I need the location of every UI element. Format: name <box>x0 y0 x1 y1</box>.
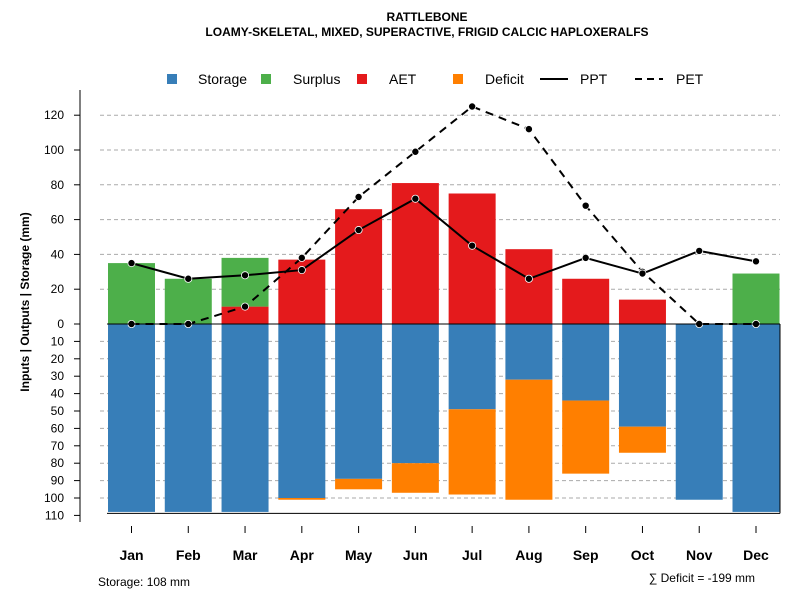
y-tick-label: 40 <box>51 247 65 261</box>
y-tick-label: 110 <box>45 508 64 522</box>
storage-note: Storage: 108 mm <box>98 575 190 589</box>
y-tick-label: 20 <box>51 352 65 366</box>
x-tick-label: Jul <box>462 547 482 563</box>
y-tick-label: 80 <box>51 178 65 192</box>
aet-bar <box>448 193 496 324</box>
legend-swatch-aet <box>357 74 367 84</box>
storage-bar <box>221 324 269 512</box>
legend-label-deficit: Deficit <box>485 71 524 87</box>
x-tick-label: Oct <box>631 547 655 563</box>
deficit-bar <box>335 478 383 490</box>
y-axis-label: Inputs | Outputs | Storage (mm) <box>18 212 32 391</box>
x-tick-label: May <box>345 547 372 563</box>
pet-point <box>524 125 533 134</box>
legend: Storage Surplus AET Deficit PPT PET <box>167 71 704 87</box>
axes: 120 100 80 60 40 20 0 10 20 30 40 50 60 70 80 90 100 110 J… <box>44 90 781 563</box>
storage-bar <box>505 324 553 380</box>
surplus-bar <box>164 278 212 324</box>
gridlines <box>100 114 780 499</box>
legend-swatch-deficit <box>453 74 463 84</box>
storage-bar <box>391 324 439 464</box>
y-tick-label: 0 <box>57 317 64 331</box>
deficit-bar <box>618 426 666 453</box>
legend-swatch-surplus <box>261 74 271 84</box>
ppt-point <box>468 241 477 250</box>
deficit-note: ∑ Deficit = -199 mm <box>649 571 755 585</box>
pet-line <box>131 105 756 325</box>
deficit-bar <box>448 409 496 495</box>
ppt-point <box>524 274 533 283</box>
x-tick-label: Feb <box>176 547 201 563</box>
ppt-point <box>581 253 590 262</box>
aet-bar <box>505 249 553 324</box>
storage-bar <box>164 324 212 512</box>
deficit-bar <box>391 463 439 493</box>
y-tick-label: 100 <box>44 143 64 157</box>
x-tick-label: Jan <box>119 547 143 563</box>
ppt-point <box>297 266 306 275</box>
pet-point <box>468 102 477 111</box>
legend-swatch-storage <box>167 74 177 84</box>
storage-bar <box>732 324 780 512</box>
legend-label-aet: AET <box>389 71 417 87</box>
pet-point <box>297 253 306 262</box>
ppt-line <box>131 197 757 280</box>
ppt-point <box>127 259 136 268</box>
storage-bar <box>448 324 496 410</box>
deficit-bar <box>278 498 326 500</box>
y-tick-label: 70 <box>51 439 65 453</box>
ppt-point <box>752 257 761 266</box>
y-tick-label: 100 <box>44 491 64 505</box>
bars <box>108 183 780 512</box>
legend-label-surplus: Surplus <box>293 71 340 87</box>
y-tick-label: 40 <box>51 387 65 401</box>
pet-point <box>411 147 420 156</box>
chart-subtitle: LOAMY-SKELETAL, MIXED, SUPERACTIVE, FRIG… <box>205 25 648 39</box>
y-tick-label: 80 <box>51 456 65 470</box>
ppt-point <box>184 274 193 283</box>
legend-label-ppt: PPT <box>580 71 608 87</box>
ppt-point <box>354 226 363 235</box>
x-tick-label: Nov <box>686 547 713 563</box>
surplus-bar <box>108 263 155 324</box>
pet-point <box>581 201 590 210</box>
y-tick-label: 60 <box>51 213 65 227</box>
x-tick-label: Sep <box>573 547 599 563</box>
storage-bar <box>562 324 610 401</box>
legend-label-storage: Storage <box>198 71 247 87</box>
deficit-bar <box>562 400 610 474</box>
storage-bar <box>675 324 723 500</box>
x-tick-label: Apr <box>290 547 315 563</box>
pet-point <box>354 192 363 201</box>
pet-point <box>241 302 250 311</box>
surplus-bar <box>732 273 780 324</box>
surplus-bar <box>221 257 269 307</box>
y-tick-label: 10 <box>51 334 65 348</box>
ppt-point <box>411 194 420 203</box>
y-tick-label: 90 <box>51 474 65 488</box>
x-tick-label: Aug <box>515 547 542 563</box>
y-tick-label: 60 <box>51 421 65 435</box>
chart-title: RATTLEBONE <box>386 10 467 24</box>
aet-bar <box>562 278 610 324</box>
ppt-point <box>638 269 647 278</box>
y-tick-label: 30 <box>51 369 65 383</box>
x-tick-label: Mar <box>233 547 258 563</box>
storage-bar <box>278 324 326 498</box>
storage-bar <box>335 324 383 479</box>
storage-bar <box>108 324 155 512</box>
y-tick-label: 50 <box>51 404 65 418</box>
aet-bar <box>618 299 666 324</box>
x-tick-label: Dec <box>743 547 769 563</box>
storage-bar <box>618 324 666 427</box>
ppt-point <box>695 246 704 255</box>
y-tick-label: 120 <box>44 108 64 122</box>
y-tick-label: 20 <box>51 282 65 296</box>
x-tick-label: Jun <box>403 547 428 563</box>
aet-bar <box>391 183 439 324</box>
deficit-bar <box>505 379 553 500</box>
legend-label-pet: PET <box>676 71 704 87</box>
ppt-point <box>241 271 250 280</box>
